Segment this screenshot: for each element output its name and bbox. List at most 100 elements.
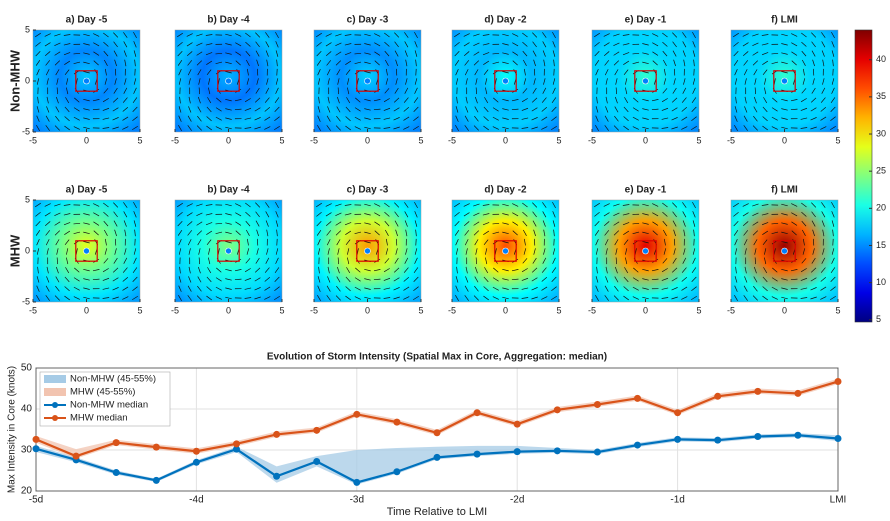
wind-vector [275, 50, 279, 57]
wind-vector [102, 297, 110, 299]
wind-vector [112, 296, 119, 300]
wind-vector [595, 78, 599, 85]
wind-vector [623, 295, 629, 301]
wind-vector [781, 268, 788, 272]
wind-vector [502, 61, 509, 65]
wind-vector [822, 59, 825, 67]
wind-vector [55, 115, 60, 122]
wind-vector [384, 59, 389, 66]
wind-vector [266, 78, 269, 85]
wind-vector [336, 239, 341, 246]
wind-vector [733, 211, 739, 217]
wind-vector [772, 97, 778, 103]
wind-vector [455, 239, 459, 246]
wind-vector [276, 59, 278, 67]
wind-vector [364, 213, 371, 216]
wind-vector [254, 107, 261, 112]
wind-vector [473, 221, 480, 226]
wind-vector [821, 87, 826, 94]
point [754, 432, 762, 440]
wind-vector [492, 126, 499, 130]
wind-vector [734, 124, 738, 132]
wind-vector [103, 32, 109, 38]
wind-vector [225, 213, 232, 216]
wind-vector [114, 248, 117, 255]
wind-vector [254, 287, 261, 291]
wind-vector [672, 202, 678, 208]
wind-vector [344, 204, 352, 206]
point [473, 450, 481, 458]
wind-vector [613, 221, 620, 226]
wind-vector [335, 33, 342, 37]
wind-vector [781, 213, 788, 216]
wind-vector [744, 106, 748, 113]
wind-vector [364, 98, 371, 102]
wind-vector [522, 41, 528, 47]
wind-vector [604, 125, 609, 131]
wind-vector [93, 51, 100, 56]
wind-vector [393, 107, 400, 112]
wind-vector [274, 276, 280, 283]
point [273, 472, 281, 480]
wind-vector [531, 277, 538, 282]
wind-vector [383, 98, 390, 103]
wind-vector [623, 69, 629, 76]
wind-vector [102, 98, 109, 103]
wind-vector [112, 267, 119, 273]
wind-vector [464, 60, 470, 66]
wind-vector [355, 267, 361, 273]
wind-vector [800, 297, 808, 299]
wind-vector [317, 276, 321, 283]
wind-vector [177, 202, 183, 208]
wind-vector [317, 106, 321, 113]
wind-vector [54, 212, 61, 216]
wind-vector [179, 266, 181, 274]
wind-vector [492, 231, 500, 235]
wind-vector [405, 229, 408, 237]
wind-vector [473, 42, 480, 46]
wind-vector [642, 296, 649, 300]
wind-vector [244, 287, 252, 290]
wind-vector [92, 278, 100, 281]
wind-vector [632, 286, 639, 291]
wind-vector [781, 33, 788, 37]
wind-vector [123, 202, 128, 208]
x-tick-label: -5 [171, 135, 179, 145]
wind-vector [345, 125, 351, 131]
wind-vector [188, 106, 192, 113]
wind-vector [691, 286, 697, 292]
wind-vector [178, 239, 182, 246]
wind-vector [810, 296, 817, 300]
wind-vector [762, 239, 768, 246]
wind-vector [354, 277, 361, 282]
wind-vector [800, 127, 808, 129]
wind-vector [473, 51, 480, 56]
wind-vector [197, 285, 202, 292]
wind-vector [791, 60, 797, 66]
wind-vector [553, 229, 555, 237]
wind-vector [771, 296, 778, 300]
colorbar [854, 29, 873, 323]
core-box [356, 240, 379, 262]
wind-vector [37, 266, 39, 274]
wind-vector [502, 213, 509, 216]
wind-vector [187, 69, 192, 76]
wind-vector [55, 276, 60, 283]
wind-vector [327, 96, 330, 104]
wind-vector [235, 33, 242, 37]
wind-vector [55, 106, 60, 113]
wind-vector [46, 248, 49, 255]
wind-vector [63, 213, 71, 216]
wind-vector [275, 211, 279, 218]
wind-vector [364, 287, 371, 290]
wind-vector [246, 78, 250, 85]
wind-vector [346, 97, 351, 104]
wind-vector [245, 32, 251, 38]
wind-vector [642, 33, 649, 37]
wind-vector [603, 221, 610, 227]
wind-vector [502, 203, 509, 207]
wind-vector [811, 211, 816, 218]
wind-vector [44, 203, 51, 207]
wind-vector [613, 125, 619, 131]
wind-vector [206, 69, 212, 76]
